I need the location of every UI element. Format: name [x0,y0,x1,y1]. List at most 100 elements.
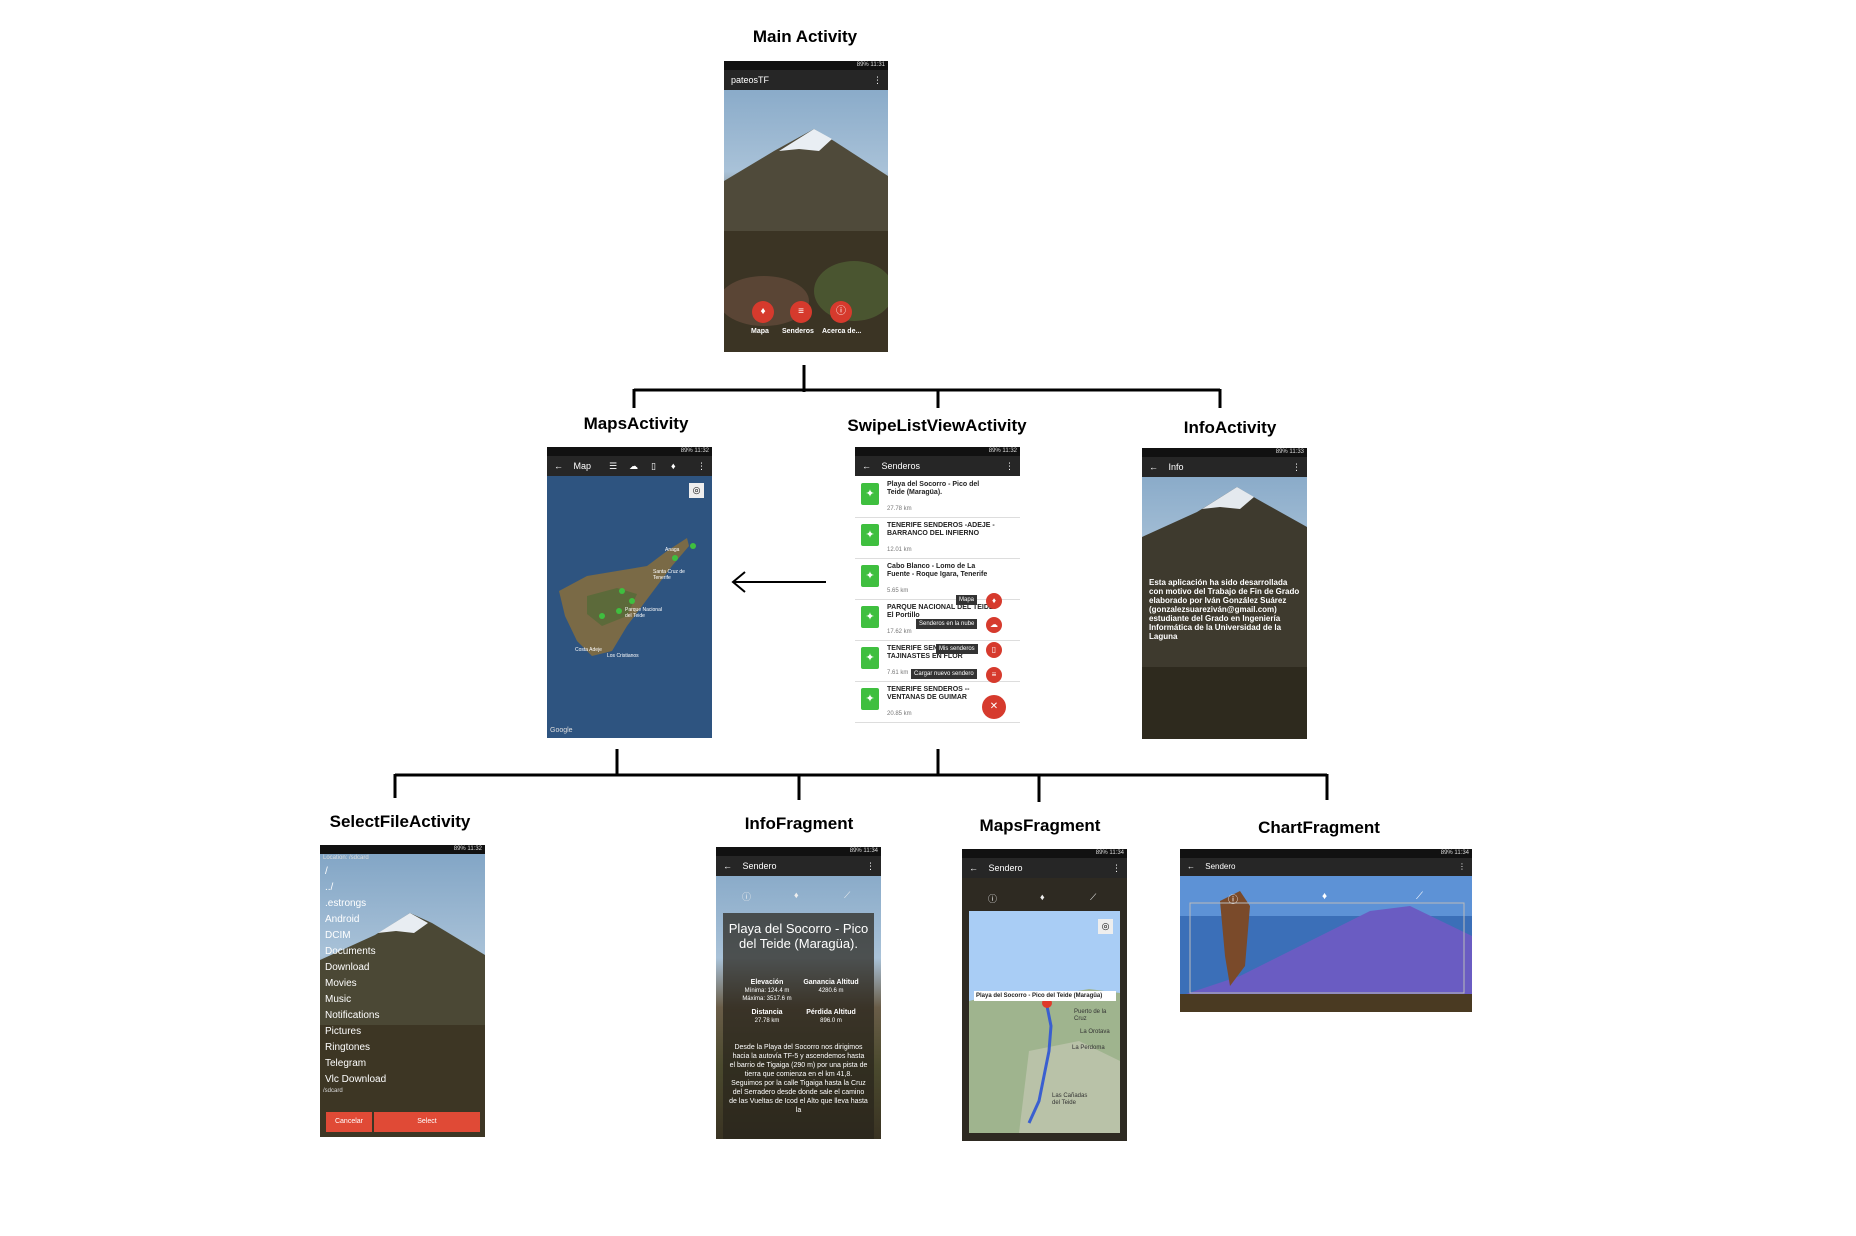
trail-title: TENERIFE SENDEROS -ADEJE - BARRANCO DEL … [887,522,995,537]
list-icon[interactable]: ☰ [609,461,618,471]
location-label: Location: /sdcard [323,855,369,861]
place-label: Santa Cruz de Tenerife [653,569,685,581]
file-item[interactable]: Android [325,914,360,925]
file-item[interactable]: Movies [325,978,357,989]
status-bar: 89% 11:32 [320,845,485,854]
back-icon[interactable]: ← [554,461,563,471]
file-item[interactable]: Vlc Download [325,1074,387,1085]
phone-menu-button[interactable]: ▯ [986,642,1002,658]
cancel-button[interactable]: Cancelar [326,1112,372,1132]
file-item[interactable]: Music [325,994,352,1005]
label-maps-activity: MapsActivity [583,414,689,433]
file-item[interactable]: DCIM [325,930,351,941]
file-item[interactable]: Notifications [325,1010,380,1021]
trail-title: PARQUE NACIONAL DEL TEIDE: El Portillo [887,604,996,619]
overflow-menu-icon[interactable]: ⋮ [697,461,706,471]
label-info-fragment: InfoFragment [744,814,854,833]
my-location-icon[interactable]: ◎ [689,483,704,498]
senderos-fab-button[interactable]: ≡ [790,301,812,323]
place-label: Las Cañadas del Teide [1052,1093,1088,1106]
back-icon[interactable]: ← [723,861,732,871]
trail-distance: 17.62 km [887,629,912,635]
label-main-activity: Main Activity [752,27,858,46]
elevation-min: Mínima: 124.4 m [744,988,790,994]
screen-title: Info [1168,462,1184,472]
place-label: Anaga [665,547,680,553]
trail-description: Desde la Playa del Socorro nos dirigimos… [729,1044,868,1114]
label-chart-fragment: ChartFragment [1258,818,1380,837]
elevation-chart-photo [1180,876,1472,1012]
hiker-icon: ✦ [861,483,879,505]
status-bar: 89% 11:31 [724,61,888,70]
tab-chart[interactable]: ⟋ [1416,891,1423,902]
file-item[interactable]: Documents [325,946,376,957]
distance-value: 27.78 km [754,1018,780,1024]
tab-map[interactable]: ♦ [1322,891,1328,902]
cloud-icon[interactable]: ☁ [629,461,638,471]
list-item[interactable]: ✦ Playa del Socorro - Pico del Teide (Ma… [855,477,1020,518]
mapa-label: Mapa [751,328,769,335]
my-location-icon[interactable]: ◎ [1098,919,1113,934]
overflow-menu-icon[interactable]: ⋮ [1458,862,1466,871]
gain-value: 4280.6 m [818,988,844,994]
label-maps-fragment: MapsFragment [979,816,1101,835]
tab-info[interactable]: ⓘ [988,894,998,904]
overflow-menu-icon[interactable]: ⋮ [1292,462,1301,472]
tab-chart[interactable]: ⟋ [1090,892,1097,902]
menu-tooltip: Mis senderos [936,644,978,654]
tab-map[interactable]: ♦ [1040,892,1045,902]
file-item[interactable]: Pictures [325,1026,362,1037]
file-item[interactable]: / [325,866,328,877]
overflow-menu-icon[interactable]: ⋮ [1112,863,1121,873]
back-icon[interactable]: ← [969,863,978,873]
place-label: La Orotava [1080,1029,1110,1035]
phone-icon[interactable]: ▯ [651,461,656,471]
loss-block: Pérdida Altitud 896.0 m [801,1009,861,1025]
tab-chart[interactable]: ⟋ [844,890,851,900]
elevation-max: Máxima: 3517.6 m [742,996,792,1002]
hiker-icon[interactable]: ♦ [671,461,676,471]
info-fragment-screen: 89% 11:34 ← Sendero ⋮ ⓘ ♦ ⟋ Playa del So… [716,847,881,1139]
maps-fragment-screen: 89% 11:34 ← Sendero ⋮ ⓘ ♦ ⟋ ◎ Playa del … [962,849,1127,1141]
trail-distance: 27.78 km [887,506,912,512]
overflow-menu-icon[interactable]: ⋮ [873,75,882,85]
file-item[interactable]: Ringtones [325,1042,371,1053]
status-bar: 89% 11:32 [855,447,1020,456]
action-bar: ← Info ⋮ [1142,457,1307,477]
overflow-menu-icon[interactable]: ⋮ [1005,461,1014,471]
tab-map[interactable]: ♦ [794,890,799,900]
file-item[interactable]: Download [325,962,370,973]
file-item[interactable]: Telegram [325,1058,367,1069]
back-icon[interactable]: ← [1149,462,1158,472]
place-label: Puerto de la Cruz [1074,1009,1107,1022]
info-card: Playa del Socorro - Pico del Teide (Mara… [723,913,874,1139]
about-fab-button[interactable]: ⓘ [830,301,852,323]
screen-title: Map [573,461,592,471]
fragment-tabs: ⓘ ♦ ⟋ [962,889,1127,907]
status-bar: 89% 11:34 [962,849,1127,858]
tenerife-map [547,476,712,738]
gain-block: Ganancia Altitud 4280.6 m [801,979,861,995]
label-info-activity: InfoActivity [1183,418,1277,437]
overflow-menu-icon[interactable]: ⋮ [866,861,875,871]
back-icon[interactable]: ← [1187,862,1195,871]
back-icon[interactable]: ← [862,461,871,471]
label-select-file-activity: SelectFileActivity [329,812,471,831]
file-item[interactable]: .estrongs [325,898,367,909]
file-item[interactable]: ../ [325,882,334,893]
screen-title: Sendero [1205,862,1236,871]
hiker-icon: ✦ [861,524,879,546]
route-map [969,911,1120,1133]
status-bar: 89% 11:34 [716,847,881,856]
map-fab-button[interactable]: ♦ [752,301,774,323]
cloud-menu-button[interactable]: ☁ [986,617,1002,633]
trail-title: Cabo Blanco - Lomo de La Fuente - Roque … [887,563,988,578]
fab-main-button[interactable]: ✕ [982,695,1006,719]
load-menu-button[interactable]: ≡ [986,667,1002,683]
select-button[interactable]: Select [374,1112,480,1132]
tab-info[interactable]: ⓘ [742,892,752,902]
tab-info[interactable]: ⓘ [1228,895,1238,906]
list-item[interactable]: ✦ TENERIFE SENDEROS -ADEJE - BARRANCO DE… [855,518,1020,559]
map-menu-button[interactable]: ♦ [986,593,1002,609]
